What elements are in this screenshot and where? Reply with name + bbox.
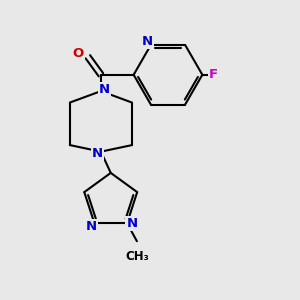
Text: O: O xyxy=(72,47,84,60)
Text: N: N xyxy=(142,35,153,48)
Text: N: N xyxy=(126,217,138,230)
Text: N: N xyxy=(92,147,103,160)
Text: N: N xyxy=(99,83,110,96)
Text: CH₃: CH₃ xyxy=(125,250,149,263)
Text: N: N xyxy=(85,220,97,233)
Text: F: F xyxy=(209,68,218,81)
